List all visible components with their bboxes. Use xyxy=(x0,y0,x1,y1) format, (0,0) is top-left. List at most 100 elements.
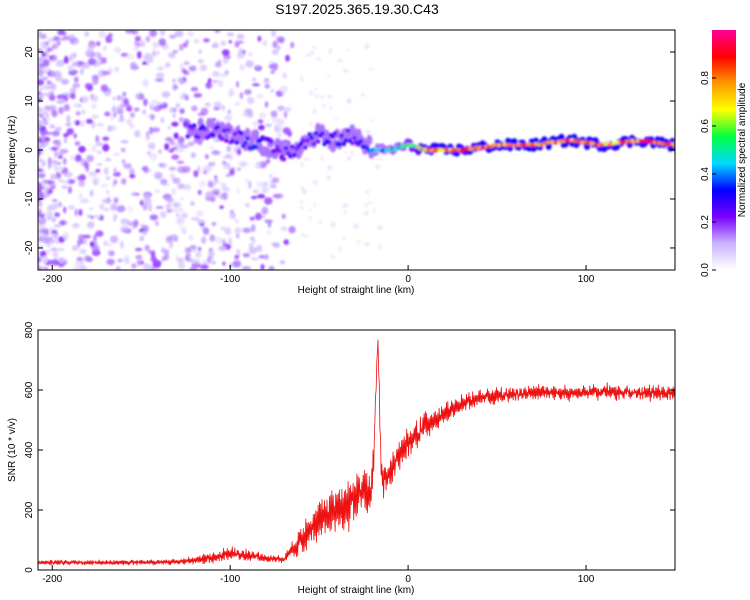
spectrogram-noise-blob xyxy=(184,247,188,254)
spectrogram-noise-blob xyxy=(149,214,159,221)
spectrogram-noise-blob xyxy=(58,257,66,263)
spectrogram-noise-blob xyxy=(136,259,142,267)
y-tick-label: 800 xyxy=(24,321,35,338)
colorbar-label: Normalized spectral amplitude xyxy=(737,82,748,217)
spectrogram-noise-blob xyxy=(300,199,304,205)
spectrogram-noise-blob xyxy=(299,206,304,210)
spectrogram-noise-blob xyxy=(234,254,240,260)
spectrogram-noise-blob xyxy=(78,192,83,199)
spectrogram-noise-blob xyxy=(145,35,151,43)
spectrogram-noise-blob xyxy=(43,69,47,75)
spectrogram-noise-blob xyxy=(248,243,254,250)
spectrogram-noise-blob xyxy=(186,31,195,37)
spectrogram-noise-blob xyxy=(278,37,284,44)
spectrogram-noise-blob xyxy=(205,81,213,89)
spectrogram-noise-blob xyxy=(95,169,101,173)
colorbar-tick-label: 0.4 xyxy=(700,167,711,181)
spectrogram-noise-blob xyxy=(164,143,170,151)
spectrogram-noise-blob xyxy=(367,201,373,204)
spectrogram-noise-blob xyxy=(250,224,256,233)
spectrogram-ridge-core xyxy=(332,131,338,136)
spectrogram-noise-blob xyxy=(197,246,202,252)
spectrogram-noise-blob xyxy=(178,226,187,231)
y-tick-label: 400 xyxy=(24,441,35,458)
spectrogram-noise-blob xyxy=(169,34,177,39)
spectrogram-noise-blob xyxy=(258,124,265,131)
spectrogram-noise-blob xyxy=(48,104,57,110)
spectrogram-ridge-halo xyxy=(319,124,326,135)
spectrogram-noise-blob xyxy=(365,189,370,195)
spectrogram-noise-blob xyxy=(96,123,105,127)
spectrogram-noise-blob xyxy=(139,199,144,206)
spectrogram-noise-blob xyxy=(212,70,220,77)
spectrogram-noise-blob xyxy=(248,181,252,189)
spectrogram-noise-blob xyxy=(38,168,44,172)
spectrogram-noise-blob xyxy=(195,251,202,258)
spectrogram-noise-blob xyxy=(58,166,64,171)
spectrogram-noise-blob xyxy=(152,172,156,177)
spectrogram-noise-blob xyxy=(83,161,90,169)
spectrogram-noise-blob xyxy=(174,30,184,38)
spectrogram-noise-blob xyxy=(171,154,180,160)
spectrogram-noise-blob xyxy=(126,118,132,126)
spectrogram-noise-blob xyxy=(249,216,255,221)
spectrogram-noise-blob xyxy=(113,179,118,185)
spectrogram-noise-blob xyxy=(55,61,64,67)
spectrogram-noise-blob xyxy=(176,213,180,217)
spectrogram-noise-blob xyxy=(38,172,46,179)
spectrogram-noise-blob xyxy=(167,125,171,130)
spectrogram-noise-blob xyxy=(135,254,143,260)
spectrogram-noise-blob xyxy=(54,212,60,217)
spectrogram-noise-blob xyxy=(326,175,332,181)
spectrogram-noise-blob xyxy=(139,235,145,242)
spectrogram-noise-blob xyxy=(38,232,44,239)
spectrogram-noise-blob xyxy=(123,98,129,106)
snr-y-label: SNR (10 * v/v) xyxy=(7,418,18,482)
spectrogram-noise-blob xyxy=(236,249,240,254)
spectrogram-noise-blob xyxy=(208,250,215,258)
spectrogram-noise-blob xyxy=(74,208,78,217)
spectrogram-ridge-core xyxy=(358,139,363,144)
spectrogram-noise-blob xyxy=(91,94,99,103)
spectrogram-noise-blob xyxy=(172,113,176,118)
snr-series-line xyxy=(38,339,675,566)
spectrogram-noise-blob xyxy=(179,197,185,201)
spectrogram-noise-blob xyxy=(327,128,330,131)
spectrogram-noise-blob xyxy=(73,133,77,139)
spectrogram-noise-blob xyxy=(70,54,76,59)
spectrogram-noise-blob xyxy=(300,233,306,236)
spectrogram-noise-blob xyxy=(213,107,220,111)
spectrogram-noise-blob xyxy=(52,251,59,259)
spectrogram-noise-blob xyxy=(320,155,324,162)
spectrogram-noise-blob xyxy=(57,155,63,159)
spectrogram-noise-blob xyxy=(330,221,336,228)
spectrogram-noise-blob xyxy=(63,57,69,64)
spectrogram-noise-blob xyxy=(46,243,51,248)
spectrogram-ridge-core xyxy=(230,138,235,144)
spectrogram-noise-blob xyxy=(67,186,72,194)
spectrogram-noise-blob xyxy=(234,40,240,48)
spectrogram-noise-blob xyxy=(38,141,42,149)
spectrogram-ridge-core xyxy=(275,145,280,150)
spectrogram-noise-blob xyxy=(105,176,111,180)
spectrogram-noise-blob xyxy=(177,257,185,264)
x-tick-label: -200 xyxy=(42,574,62,585)
spectrogram-noise-blob xyxy=(113,111,117,118)
spectrogram-noise-blob xyxy=(239,64,246,71)
spectrogram-noise-blob xyxy=(156,66,165,71)
spectrogram-noise-blob xyxy=(281,213,286,219)
spectrogram-noise-blob xyxy=(344,209,347,215)
spectrogram-noise-blob xyxy=(254,212,262,221)
spectrogram-noise-blob xyxy=(245,179,249,183)
spectrogram-noise-blob xyxy=(209,146,215,150)
spectrogram-noise-blob xyxy=(104,167,109,175)
spectrogram-noise-blob xyxy=(72,82,81,89)
spectrogram-noise-blob xyxy=(165,235,172,243)
spectrogram-noise-blob xyxy=(38,34,46,39)
spectrogram-noise-blob xyxy=(161,247,166,254)
spectrogram-noise-blob xyxy=(96,150,103,155)
spectrogram-noise-blob xyxy=(213,42,218,48)
spectrogram-noise-blob xyxy=(331,254,335,259)
spectrogram-noise-blob xyxy=(81,109,86,115)
spectrogram-noise-blob xyxy=(261,206,269,215)
